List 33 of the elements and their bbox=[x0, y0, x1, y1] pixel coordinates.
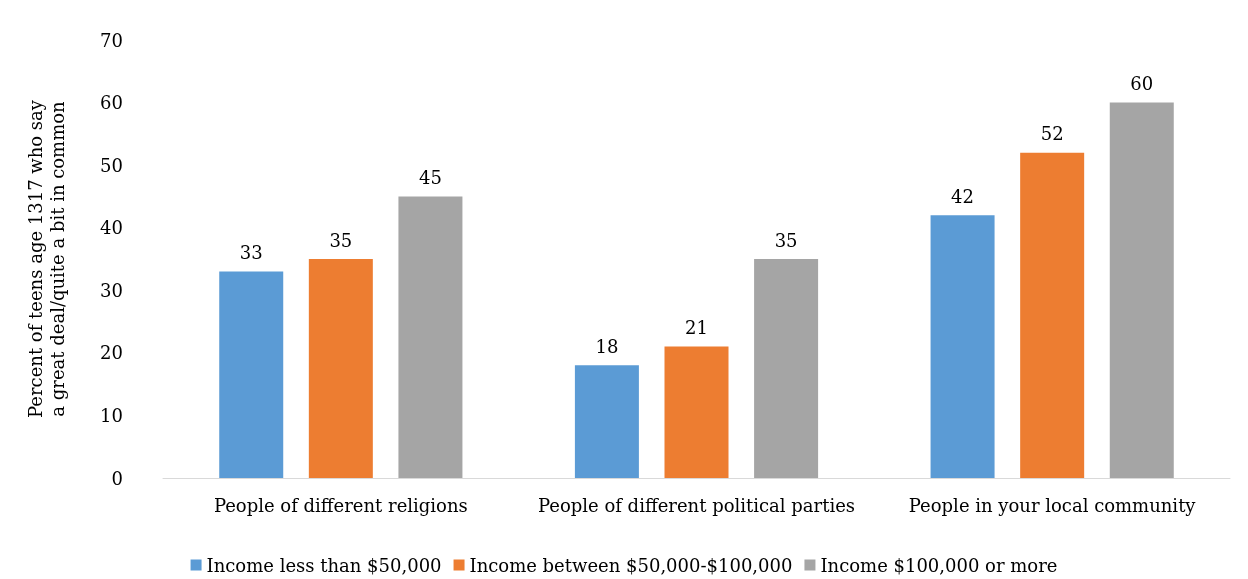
y-tick-label: 10 bbox=[100, 404, 123, 426]
bar bbox=[930, 215, 995, 478]
y-tick-label: 50 bbox=[100, 154, 123, 176]
y-tick-label: 20 bbox=[100, 342, 123, 364]
data-label: 35 bbox=[329, 229, 353, 251]
x-tick-label: People of different political parties bbox=[537, 494, 856, 516]
bar bbox=[219, 271, 284, 478]
data-label: 60 bbox=[1130, 73, 1154, 95]
bar bbox=[754, 259, 819, 478]
data-label: 42 bbox=[951, 185, 975, 207]
data-label: 18 bbox=[595, 335, 619, 357]
bar bbox=[574, 365, 639, 478]
x-tick-label: People of different religions bbox=[213, 494, 468, 516]
data-label: 21 bbox=[685, 317, 708, 339]
data-label: 52 bbox=[1040, 123, 1064, 145]
y-axis-title: Percent of teens age 1317 who say a great deal/quite a bit in common bbox=[24, 99, 68, 419]
y-tick-label: 0 bbox=[111, 467, 123, 489]
bar bbox=[398, 196, 463, 478]
data-label: 33 bbox=[239, 242, 263, 264]
data-label: 45 bbox=[418, 166, 442, 188]
y-tick-label: 60 bbox=[100, 92, 123, 114]
legend-label: Income less than $50,000 bbox=[206, 554, 442, 576]
y-tick-label: 40 bbox=[100, 217, 123, 239]
bar bbox=[664, 346, 729, 478]
bar bbox=[308, 259, 373, 478]
bar bbox=[1109, 102, 1174, 478]
y-tick-label: 70 bbox=[100, 29, 123, 51]
legend-label: Income between $50,000-$100,000 bbox=[469, 554, 793, 576]
data-label: 35 bbox=[774, 229, 798, 251]
y-tick-label: 30 bbox=[100, 279, 123, 301]
legend-label: Income $100,000 or more bbox=[820, 554, 1058, 576]
x-tick-label: People in your local community bbox=[908, 494, 1197, 516]
bar bbox=[1020, 152, 1085, 478]
